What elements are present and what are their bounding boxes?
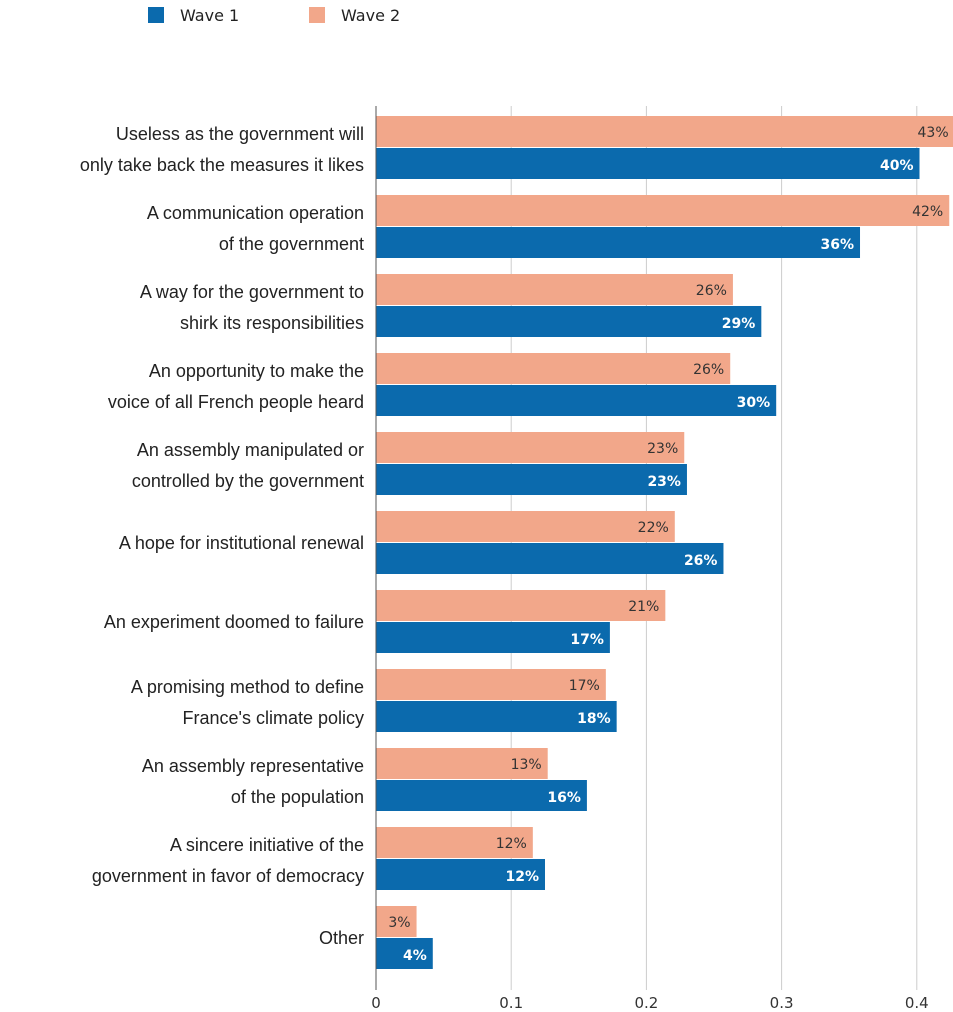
legend-label-wave-2: Wave 2 [341,6,400,25]
category-label: A communication operation [147,203,364,223]
bar-wave-1 [376,859,545,890]
data-label-wave-2: 43% [918,125,949,141]
bar-wave-2 [376,353,731,384]
bar-wave-2 [376,827,533,858]
category-label: A promising method to define [131,677,364,697]
bars [376,116,953,969]
data-label-wave-2: 23% [647,441,678,457]
category-label: of the population [231,787,364,807]
data-label-wave-2: 13% [511,757,542,773]
bar-wave-2 [376,748,548,779]
data-label-wave-2: 22% [638,520,669,536]
bar-wave-2 [376,195,950,226]
data-label-wave-2: 26% [696,283,727,299]
legend-label-wave-1: Wave 1 [180,6,239,25]
bar-wave-2 [376,511,675,542]
legend: Wave 1 Wave 2 [148,6,400,25]
category-label: A hope for institutional renewal [119,533,364,553]
data-label-wave-1: 30% [737,395,771,411]
bar-wave-1 [376,385,777,416]
bar-wave-2 [376,906,417,937]
category-label: Useless as the government will [116,124,364,144]
x-tick-label: 0.4 [905,994,929,1012]
category-label: of the government [219,234,364,254]
category-label: France's climate policy [183,708,365,728]
data-label-wave-2: 42% [912,204,943,220]
x-tick-label: 0 [371,994,381,1012]
data-label-wave-2: 12% [496,836,527,852]
data-label-wave-1: 26% [684,553,718,569]
data-label-wave-2: 3% [388,915,410,931]
bar-wave-1 [376,701,617,732]
data-label-wave-1: 29% [722,316,756,332]
data-label-wave-1: 18% [577,711,611,727]
data-label-wave-1: 12% [505,869,539,885]
bar-wave-1 [376,622,610,653]
data-label-wave-1: 17% [570,632,604,648]
category-label: controlled by the government [132,471,364,491]
data-label-wave-2: 21% [628,599,659,615]
x-tick-label: 0.2 [634,994,658,1012]
bar-wave-2 [376,274,733,305]
data-label-wave-1: 40% [880,158,914,174]
category-label: An opportunity to make the [149,361,364,381]
bar-wave-1 [376,543,724,574]
bar-wave-1 [376,306,762,337]
category-label: An experiment doomed to failure [104,612,364,632]
data-label-wave-1: 36% [821,237,855,253]
category-label: Other [319,928,364,948]
x-tick-label: 0.1 [499,994,523,1012]
data-label-wave-1: 16% [547,790,581,806]
category-label: An assembly manipulated or [137,440,364,460]
value-labels: 43% 40% 42% 36% 26% 29% 26% 30% 23% 23% 22% 26% 21% 1… [388,125,948,964]
data-label-wave-2: 26% [693,362,724,378]
data-label-wave-2: 17% [569,678,600,694]
data-label-wave-1: 23% [647,474,681,490]
bar-wave-2 [376,669,606,700]
bar-wave-1 [376,464,687,495]
category-label: government in favor of democracy [92,866,364,886]
x-axis-ticks: 0 0.1 0.2 0.3 0.4 [371,994,929,1012]
legend-swatch-wave-2 [309,7,325,23]
category-label: only take back the measures it likes [80,155,364,175]
bar-wave-1 [376,780,587,811]
category-label: voice of all French people heard [108,392,364,412]
category-labels: Useless as the government will only take … [80,124,364,948]
bar-wave-2 [376,590,666,621]
legend-swatch-wave-1 [148,7,164,23]
bar-wave-1 [376,227,861,258]
bar-wave-2 [376,432,685,463]
bar-wave-1 [376,148,920,179]
data-label-wave-1: 4% [403,948,427,964]
bar-wave-1 [376,938,433,969]
x-tick-label: 0.3 [770,994,794,1012]
category-label: A sincere initiative of the [170,835,364,855]
category-label: An assembly representative [142,756,364,776]
bar-wave-2 [376,116,953,147]
category-label: A way for the government to [140,282,364,302]
category-label: shirk its responsibilities [180,313,364,333]
